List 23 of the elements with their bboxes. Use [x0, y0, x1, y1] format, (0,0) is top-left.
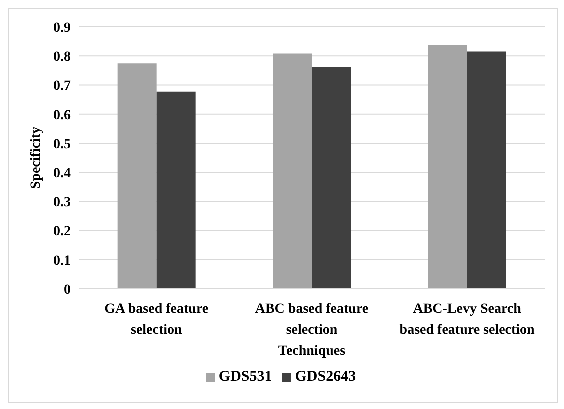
bar [468, 52, 506, 289]
bar [118, 64, 157, 289]
y-tick-label: 0.4 [54, 166, 71, 182]
x-tick-label: ABC based feature selection [255, 302, 369, 338]
bar [156, 92, 196, 289]
y-tick-label: 0.5 [54, 137, 71, 152]
y-tick-label: 0.7 [54, 79, 71, 94]
y-tick-label: 0.9 [54, 20, 71, 36]
y-tick-label: 0.2 [54, 224, 71, 240]
x-axis-title: Techniques [278, 344, 346, 359]
legend-label: GDS2643 [295, 369, 356, 385]
y-tick-label: 0.8 [54, 50, 71, 66]
y-tick-label: 0.3 [54, 196, 71, 211]
bar [312, 67, 352, 289]
x-tick-label: GA based feature selection [104, 302, 209, 338]
bar [428, 45, 468, 289]
y-tick-label: 0 [64, 282, 71, 298]
y-axis-title: Specificity [28, 126, 44, 190]
bar [273, 54, 312, 289]
y-tick-label: 0.1 [54, 254, 71, 269]
legend-label: GDS531 [218, 369, 272, 385]
x-tick-label: ABC-Levy Search based feature selection [400, 302, 536, 338]
y-tick-label: 0.6 [54, 108, 71, 124]
